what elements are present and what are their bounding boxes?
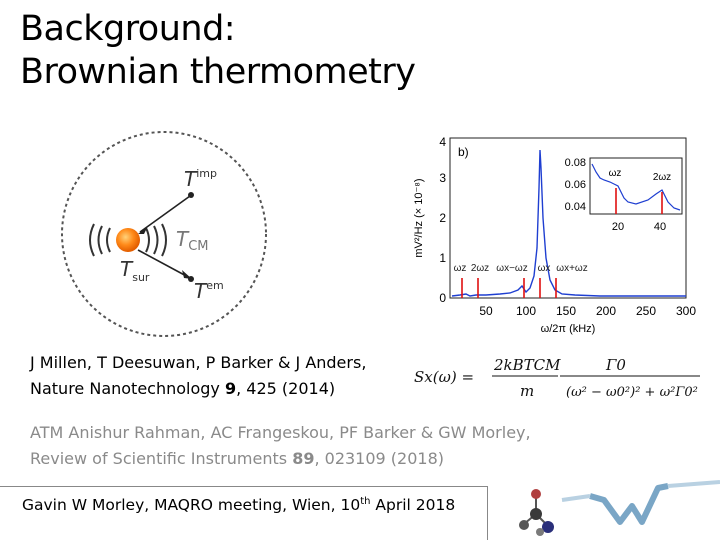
t-imp-label: Timp: [184, 167, 217, 191]
panel-label: b): [458, 145, 469, 159]
ref1-line1: J Millen, T Deesuwan, P Barker & J Ander…: [30, 353, 367, 372]
x-tick: 150: [556, 304, 576, 318]
formula-denominator1: m: [520, 382, 534, 400]
ref2-line2: Review of Scientific Instruments 89, 023…: [30, 449, 445, 468]
inset-y-tick: 0.08: [565, 157, 586, 169]
slide-title-line1: Background:: [20, 9, 236, 49]
reference-rahman: ATM Anishur Rahman, AC Frangeskou, PF Ba…: [30, 420, 531, 472]
x-tick: 250: [636, 304, 656, 318]
ref1-line2: Nature Nanotechnology 9, 425 (2014): [30, 379, 336, 398]
x-axis-label: ω/2π (kHz): [541, 323, 596, 335]
inset-y-tick: 0.06: [565, 179, 586, 191]
formula-numerator2: Γ0: [605, 356, 626, 374]
inset-y-tick: 0.04: [565, 201, 586, 213]
spectrum-plot: mV²/Hz (× 10⁻⁸) 0 1 2 3 4 50 100 150 200…: [413, 135, 696, 335]
reference-millen: J Millen, T Deesuwan, P Barker & J Ander…: [30, 350, 366, 402]
x-tick: 200: [596, 304, 616, 318]
x-ticks: 50 100 150 200 250 300: [479, 304, 696, 318]
footer-box: [0, 486, 488, 540]
x-tick: 50: [479, 304, 493, 318]
inset-plot: ωz 2ωz 0.08 0.06 0.04 20 40: [565, 157, 683, 233]
peak-label: ωz: [454, 263, 467, 274]
x-tick: 100: [516, 304, 536, 318]
footer-logo: [519, 480, 720, 536]
inset-x-tick: 20: [612, 221, 624, 233]
formula-denominator2: (ω² − ω0²)² + ω²Γ0²: [566, 385, 698, 400]
inset-label: ωz: [609, 168, 622, 179]
t-sur-label: Tsur: [120, 257, 150, 284]
w-logo-icon: [561, 480, 720, 525]
inset-x-tick: 40: [654, 221, 666, 233]
y-tick: 1: [439, 251, 446, 265]
psd-formula: Sx(ω) = 2kBTCM m Γ0 (ω² − ω0²)² + ω²Γ0²: [414, 356, 700, 400]
molecule-icon: [519, 489, 554, 536]
footer-text: Gavin W Morley, MAQRO meeting, Wien, 10t…: [22, 496, 456, 515]
y-tick: 4: [439, 135, 446, 149]
slide-title-line2: Brownian thermometry: [20, 52, 416, 92]
slide-title: Background: Brownian thermometry: [20, 8, 416, 94]
x-tick: 300: [676, 304, 696, 318]
formula-numerator1: 2kBTCM: [493, 356, 561, 374]
y-tick: 0: [439, 291, 446, 305]
peak-label: ωx: [538, 263, 551, 274]
particle-trap-diagram: Timp TCM Tsur Tem: [61, 131, 267, 337]
t-cm-label: TCM: [176, 227, 209, 254]
peak-label: ωx+ωz: [556, 263, 587, 274]
t-em-label: Tem: [194, 279, 224, 303]
peak-markers: [461, 278, 557, 298]
formula-lhs: Sx(ω) =: [414, 368, 474, 386]
y-tick: 2: [439, 211, 446, 225]
y-ticks: 0 1 2 3 4: [439, 135, 446, 305]
peak-label: ωx−ωz: [496, 263, 527, 274]
ref2-line1: ATM Anishur Rahman, AC Frangeskou, PF Ba…: [30, 423, 531, 442]
nanoparticle: [116, 228, 140, 252]
inset-label: 2ωz: [653, 172, 671, 183]
trap-boundary: [61, 131, 267, 337]
peak-label: 2ωz: [471, 263, 489, 274]
y-axis-label: mV²/Hz (× 10⁻⁸): [413, 178, 425, 257]
y-tick: 3: [439, 171, 446, 185]
